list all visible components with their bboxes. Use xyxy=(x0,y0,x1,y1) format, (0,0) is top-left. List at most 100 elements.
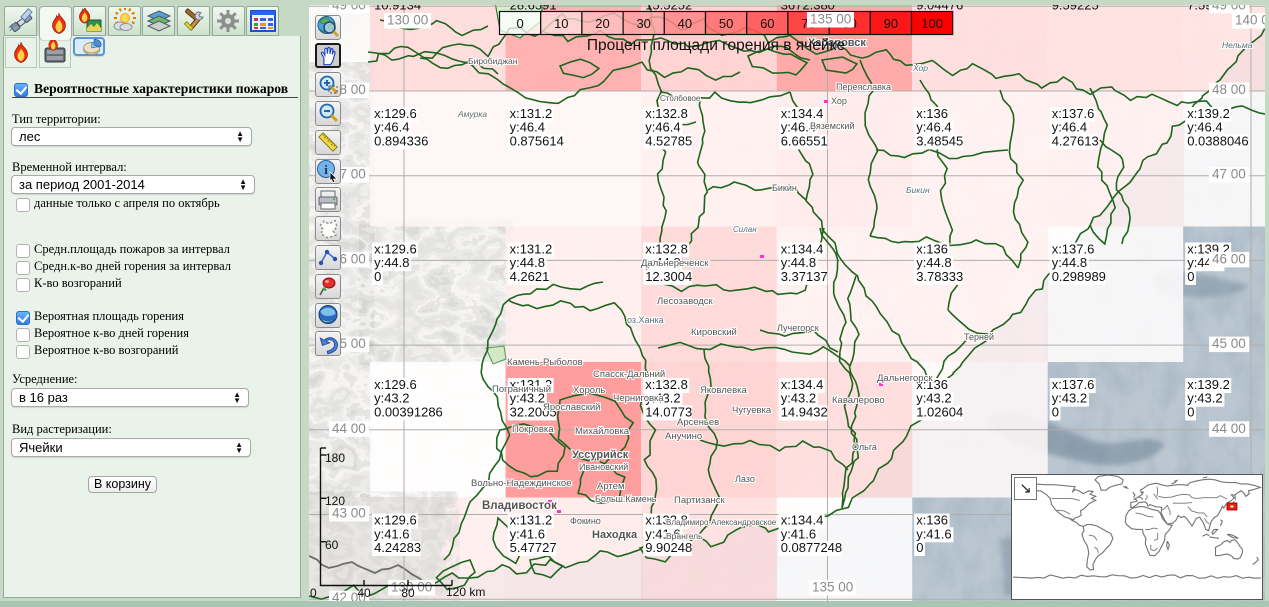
svg-text:y:46.4: y:46.4 xyxy=(510,120,545,135)
svg-text:Михайловка: Михайловка xyxy=(575,426,630,437)
svg-text:46 00: 46 00 xyxy=(1212,251,1246,266)
svg-text:Уссурийск: Уссурийск xyxy=(572,449,629,461)
svg-text:0: 0 xyxy=(310,586,317,600)
svg-text:1.02604: 1.02604 xyxy=(916,404,963,419)
svg-text:x:137.6: x:137.6 xyxy=(1052,106,1095,121)
svg-text:120: 120 xyxy=(325,494,345,508)
svg-text:60: 60 xyxy=(325,538,339,552)
svg-text:0.0877248: 0.0877248 xyxy=(781,540,842,555)
svg-text:49 00: 49 00 xyxy=(332,5,366,12)
svg-text:y:43.2: y:43.2 xyxy=(645,391,680,406)
svg-text:x:137.6: x:137.6 xyxy=(1052,377,1095,392)
svg-text:Переяславка: Переяславка xyxy=(836,82,891,92)
svg-text:0.298989: 0.298989 xyxy=(1052,269,1106,284)
svg-text:80: 80 xyxy=(401,586,415,600)
svg-text:y:44.8: y:44.8 xyxy=(1052,255,1087,270)
svg-text:9.59225: 9.59225 xyxy=(1052,5,1099,13)
svg-text:30: 30 xyxy=(636,16,650,31)
svg-text:y:43.2: y:43.2 xyxy=(916,391,951,406)
svg-text:x:139.2: x:139.2 xyxy=(1187,377,1230,392)
svg-text:y:41.6: y:41.6 xyxy=(510,526,545,541)
svg-text:Терней: Терней xyxy=(964,332,994,342)
svg-text:y:43.2: y:43.2 xyxy=(1052,391,1087,406)
svg-text:100: 100 xyxy=(921,16,943,31)
svg-text:Арсеньев: Арсеньев xyxy=(677,417,719,428)
svg-text:0.875614: 0.875614 xyxy=(510,133,564,148)
svg-text:4.27613: 4.27613 xyxy=(1052,133,1099,148)
svg-text:20: 20 xyxy=(595,16,609,31)
svg-text:0: 0 xyxy=(516,16,523,31)
svg-text:130 00: 130 00 xyxy=(387,13,428,28)
svg-text:x:139.2: x:139.2 xyxy=(1187,106,1230,121)
svg-text:14.0773: 14.0773 xyxy=(645,404,692,419)
svg-text:Дальнереченск: Дальнереченск xyxy=(641,258,709,269)
svg-text:x:129.6: x:129.6 xyxy=(374,513,417,528)
svg-text:Камень-Рыболов: Камень-Рыболов xyxy=(507,357,583,368)
svg-text:47 00: 47 00 xyxy=(1212,167,1246,182)
svg-text:x:137.6: x:137.6 xyxy=(1052,242,1095,257)
svg-text:Хабаровск: Хабаровск xyxy=(808,37,866,49)
svg-text:Столбовое: Столбовое xyxy=(660,94,701,103)
svg-text:5.47727: 5.47727 xyxy=(510,540,557,555)
svg-text:0: 0 xyxy=(1187,404,1194,419)
svg-text:Кавалерово: Кавалерово xyxy=(832,395,885,406)
svg-text:Кировский: Кировский xyxy=(691,327,737,338)
svg-text:28.6591: 28.6591 xyxy=(510,5,557,13)
svg-text:43 00: 43 00 xyxy=(332,506,366,521)
svg-text:0.894336: 0.894336 xyxy=(374,133,428,148)
svg-text:130 00: 130 00 xyxy=(391,580,432,595)
svg-text:Хор: Хор xyxy=(831,96,847,106)
svg-text:x:134.4: x:134.4 xyxy=(781,242,824,257)
svg-text:y:46.4: y:46.4 xyxy=(781,120,816,135)
svg-text:0: 0 xyxy=(1052,404,1059,419)
svg-text:4.24283: 4.24283 xyxy=(374,540,421,555)
svg-text:6.66551: 6.66551 xyxy=(781,133,828,148)
svg-text:135 00: 135 00 xyxy=(812,580,853,595)
svg-text:49 00: 49 00 xyxy=(1212,5,1246,12)
svg-text:Владивосток: Владивосток xyxy=(482,500,557,512)
svg-text:x:132.8: x:132.8 xyxy=(645,242,688,257)
svg-text:Ивановский: Ивановский xyxy=(579,462,628,472)
svg-text:Владимиро-Александровское: Владимиро-Александровское xyxy=(666,518,777,527)
svg-text:Дальнегорск: Дальнегорск xyxy=(877,373,933,384)
svg-text:Хор: Хор xyxy=(912,63,928,73)
svg-text:3.37137: 3.37137 xyxy=(781,269,828,284)
svg-text:4.2621: 4.2621 xyxy=(510,269,550,284)
svg-text:y:43.2: y:43.2 xyxy=(781,391,816,406)
svg-text:7.59: 7.59 xyxy=(1187,5,1212,13)
svg-text:Вольно-Надеждинское: Вольно-Надеждинское xyxy=(471,478,572,489)
svg-text:x:136: x:136 xyxy=(916,106,948,121)
svg-text:44 00: 44 00 xyxy=(332,421,366,436)
svg-text:Бикин: Бикин xyxy=(906,185,930,195)
svg-text:9.90248: 9.90248 xyxy=(645,540,692,555)
svg-text:120 km: 120 km xyxy=(446,585,485,599)
svg-text:9.04476: 9.04476 xyxy=(916,5,963,13)
svg-text:48 00: 48 00 xyxy=(1212,82,1246,97)
svg-text:Находка: Находка xyxy=(592,529,638,541)
svg-text:40: 40 xyxy=(678,16,692,31)
svg-text:y:41.6: y:41.6 xyxy=(374,526,409,541)
svg-text:Бикин: Бикин xyxy=(772,183,797,193)
svg-text:x:134.4: x:134.4 xyxy=(781,377,824,392)
svg-text:40: 40 xyxy=(357,586,371,600)
svg-text:50: 50 xyxy=(719,16,733,31)
svg-text:10: 10 xyxy=(554,16,568,31)
svg-text:Ольга: Ольга xyxy=(852,442,877,452)
svg-text:x:134.4: x:134.4 xyxy=(781,106,824,121)
svg-text:y:43.2: y:43.2 xyxy=(510,391,545,406)
svg-text:x:136: x:136 xyxy=(916,377,948,392)
svg-text:Ярославский: Ярославский xyxy=(543,402,600,413)
svg-text:x:131.2: x:131.2 xyxy=(510,242,553,257)
svg-text:y:46.4: y:46.4 xyxy=(1052,120,1087,135)
svg-text:Лучегорск: Лучегорск xyxy=(777,323,819,333)
svg-text:Лесозаводск: Лесозаводск xyxy=(657,296,713,307)
svg-text:140 00: 140 00 xyxy=(1235,13,1265,28)
svg-text:y:41.6: y:41.6 xyxy=(645,526,680,541)
svg-text:14.9432: 14.9432 xyxy=(781,404,828,419)
svg-text:y:46.4: y:46.4 xyxy=(645,120,680,135)
svg-text:y:44.8: y:44.8 xyxy=(781,255,816,270)
svg-text:x:134.4: x:134.4 xyxy=(781,513,824,528)
svg-text:180: 180 xyxy=(325,451,345,465)
svg-text:y:44.8: y:44.8 xyxy=(374,255,409,270)
svg-text:Покровка: Покровка xyxy=(512,424,554,435)
